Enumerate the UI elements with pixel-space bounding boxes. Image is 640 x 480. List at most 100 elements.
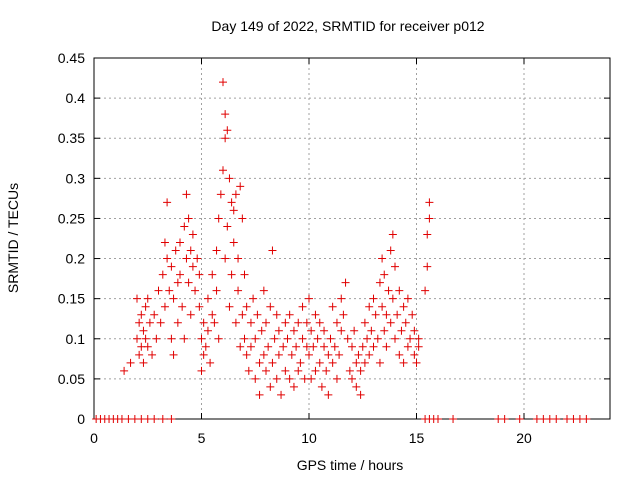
x-tick-label: 15: [409, 430, 425, 446]
data-point: [255, 390, 264, 399]
data-point: [421, 286, 430, 295]
data-point: [328, 302, 337, 311]
data-point: [500, 415, 509, 423]
data-point: [401, 318, 410, 327]
data-point: [240, 334, 249, 343]
data-point: [154, 286, 163, 295]
data-point: [126, 358, 135, 367]
data-point: [266, 302, 275, 311]
y-tick-label: 0.4: [66, 90, 86, 106]
y-tick-label: 0.45: [58, 50, 85, 66]
data-point: [279, 342, 288, 351]
data-point: [182, 254, 191, 263]
data-point: [294, 366, 303, 375]
data-point: [272, 374, 281, 383]
data-point: [399, 302, 408, 311]
data-point: [240, 270, 249, 279]
data-point: [169, 294, 178, 303]
data-point: [141, 302, 150, 311]
data-point: [298, 302, 307, 311]
data-point: [259, 286, 268, 295]
data-point: [199, 350, 208, 359]
data-point: [320, 326, 329, 335]
data-point: [120, 366, 129, 375]
data-point: [208, 270, 217, 279]
data-point: [309, 342, 318, 351]
data-point: [188, 230, 197, 239]
data-point: [388, 230, 397, 239]
data-point: [227, 270, 236, 279]
data-point: [313, 334, 322, 343]
x-tick-label: 20: [516, 430, 532, 446]
grid: [94, 58, 610, 419]
data-point: [231, 190, 240, 199]
data-point: [391, 262, 399, 271]
data-point: [305, 294, 313, 303]
data-point: [337, 294, 346, 303]
data-point: [135, 350, 144, 359]
data-point: [410, 326, 419, 335]
data-point: [274, 350, 283, 359]
y-tick-label: 0.3: [66, 170, 86, 186]
data-point: [395, 350, 404, 359]
data-point: [380, 270, 389, 279]
data-point: [332, 374, 341, 383]
data-point: [350, 326, 359, 335]
data-point: [186, 246, 195, 255]
data-point: [182, 190, 191, 199]
data-point: [242, 350, 251, 359]
data-point: [322, 366, 331, 375]
data-point: [294, 318, 303, 327]
data-point: [315, 358, 324, 367]
data-point: [358, 342, 367, 351]
data-point: [150, 415, 159, 423]
data-point: [339, 310, 348, 319]
data-point: [423, 230, 432, 239]
data-point: [363, 334, 372, 343]
data-point: [227, 198, 236, 207]
data-point: [148, 350, 157, 359]
data-point: [251, 334, 260, 343]
data-point: [160, 238, 169, 247]
data-point: [371, 310, 380, 319]
data-point: [203, 294, 212, 303]
data-point: [150, 310, 159, 319]
data-point: [223, 222, 232, 231]
data-point: [251, 374, 260, 383]
data-point: [281, 318, 290, 327]
data-point: [337, 326, 346, 335]
data-point: [360, 358, 369, 367]
data-point: [158, 415, 167, 423]
y-tick-label: 0: [77, 411, 85, 427]
data-point: [324, 390, 333, 399]
data-point: [214, 214, 223, 223]
data-point: [197, 366, 206, 375]
data-point: [199, 318, 208, 327]
data-point: [345, 366, 354, 375]
data-point: [236, 342, 245, 351]
data-point: [380, 326, 389, 335]
data-point: [176, 238, 184, 247]
data-point: [268, 246, 277, 255]
data-point: [246, 342, 255, 351]
data-point: [234, 254, 243, 263]
data-point: [397, 326, 406, 335]
data-point: [186, 310, 195, 319]
chart-title: Day 149 of 2022, SRMTID for receiver p01…: [211, 18, 484, 34]
data-point: [412, 358, 421, 367]
data-point: [184, 278, 193, 287]
data-point: [292, 342, 301, 351]
data-point: [393, 310, 402, 319]
data-point: [330, 342, 339, 351]
data-point: [311, 310, 320, 319]
data-point: [255, 358, 264, 367]
data-point: [191, 286, 200, 295]
data-point: [212, 286, 221, 295]
data-point: [386, 318, 395, 327]
data-point: [180, 222, 189, 231]
data-point: [225, 302, 234, 311]
y-axis-label: SRMTID / TECUs: [5, 183, 21, 293]
data-point: [221, 254, 230, 263]
data-point: [320, 342, 329, 351]
